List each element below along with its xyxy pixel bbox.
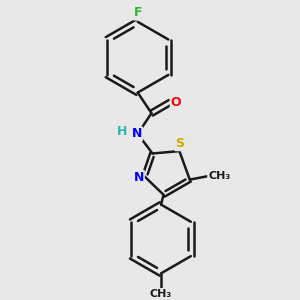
Text: N: N bbox=[131, 127, 142, 140]
Text: CH₃: CH₃ bbox=[208, 171, 230, 181]
Text: S: S bbox=[176, 137, 184, 150]
Text: H: H bbox=[116, 125, 127, 138]
Text: F: F bbox=[134, 7, 142, 20]
Text: CH₃: CH₃ bbox=[150, 289, 172, 299]
Text: N: N bbox=[134, 171, 144, 184]
Text: O: O bbox=[171, 96, 181, 109]
